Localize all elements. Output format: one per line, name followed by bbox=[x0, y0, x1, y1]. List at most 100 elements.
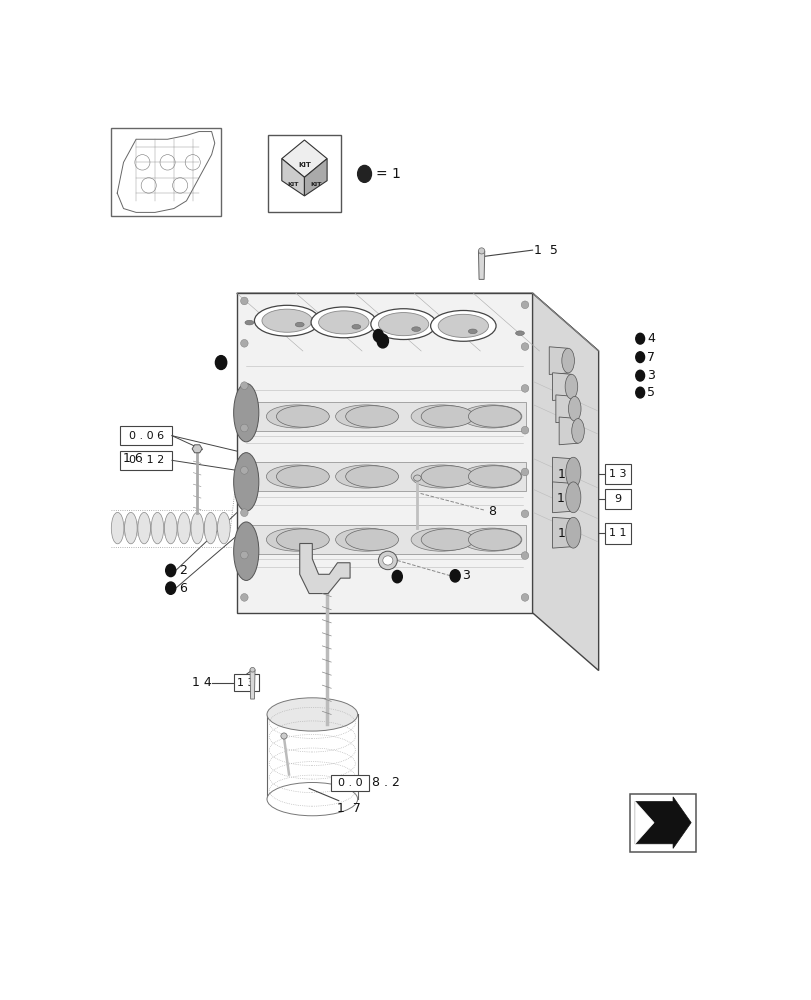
Bar bbox=[629, 794, 695, 852]
Ellipse shape bbox=[561, 348, 573, 373]
Ellipse shape bbox=[240, 466, 248, 474]
Ellipse shape bbox=[438, 314, 488, 337]
Ellipse shape bbox=[240, 424, 248, 432]
Ellipse shape bbox=[318, 311, 368, 334]
Ellipse shape bbox=[266, 405, 326, 428]
Ellipse shape bbox=[521, 385, 528, 392]
Ellipse shape bbox=[111, 512, 124, 544]
Ellipse shape bbox=[461, 405, 521, 428]
Ellipse shape bbox=[267, 783, 357, 816]
Text: 1 4: 1 4 bbox=[557, 468, 577, 481]
Ellipse shape bbox=[468, 529, 521, 550]
Circle shape bbox=[635, 352, 644, 363]
Ellipse shape bbox=[515, 331, 524, 335]
Ellipse shape bbox=[521, 594, 528, 601]
Polygon shape bbox=[299, 544, 350, 594]
Text: 1 0: 1 0 bbox=[556, 492, 577, 505]
Text: 8: 8 bbox=[487, 505, 496, 518]
Polygon shape bbox=[237, 293, 598, 351]
Ellipse shape bbox=[295, 322, 304, 327]
Polygon shape bbox=[551, 457, 573, 488]
Ellipse shape bbox=[521, 510, 528, 518]
Ellipse shape bbox=[430, 310, 496, 341]
Circle shape bbox=[357, 165, 371, 182]
Ellipse shape bbox=[378, 551, 397, 570]
Ellipse shape bbox=[461, 528, 521, 551]
Ellipse shape bbox=[521, 468, 528, 476]
Ellipse shape bbox=[124, 512, 137, 544]
Polygon shape bbox=[192, 445, 202, 453]
Ellipse shape bbox=[411, 327, 420, 331]
Bar bbox=[604, 489, 631, 509]
Ellipse shape bbox=[345, 466, 398, 487]
Ellipse shape bbox=[250, 667, 255, 672]
Ellipse shape bbox=[468, 329, 477, 334]
Circle shape bbox=[165, 582, 175, 594]
Circle shape bbox=[165, 564, 175, 577]
Circle shape bbox=[449, 570, 460, 582]
Text: 4: 4 bbox=[646, 332, 654, 345]
Ellipse shape bbox=[335, 528, 396, 551]
Text: 2: 2 bbox=[178, 564, 187, 577]
Bar bbox=[604, 523, 631, 544]
Text: 1 1: 1 1 bbox=[608, 528, 626, 538]
Text: 0 . 1 2: 0 . 1 2 bbox=[128, 455, 164, 465]
Text: 3: 3 bbox=[646, 369, 654, 382]
Ellipse shape bbox=[421, 466, 474, 487]
Text: = 1: = 1 bbox=[375, 167, 401, 181]
Bar bbox=[120, 451, 172, 470]
Bar bbox=[268, 135, 341, 212]
Ellipse shape bbox=[276, 406, 329, 427]
Ellipse shape bbox=[254, 305, 320, 336]
Ellipse shape bbox=[568, 396, 581, 421]
Bar bbox=[242, 402, 526, 431]
Ellipse shape bbox=[240, 382, 248, 389]
Text: 1 4: 1 4 bbox=[191, 676, 212, 689]
Ellipse shape bbox=[571, 419, 584, 443]
Ellipse shape bbox=[164, 512, 177, 544]
Bar bbox=[234, 674, 259, 691]
Polygon shape bbox=[559, 417, 577, 445]
Ellipse shape bbox=[234, 522, 259, 580]
Ellipse shape bbox=[345, 406, 398, 427]
Ellipse shape bbox=[345, 529, 398, 550]
Ellipse shape bbox=[335, 465, 396, 488]
Text: 1 3: 1 3 bbox=[237, 678, 255, 688]
Text: 1 2: 1 2 bbox=[557, 527, 577, 540]
Circle shape bbox=[635, 387, 644, 398]
Polygon shape bbox=[548, 347, 568, 374]
Ellipse shape bbox=[382, 556, 393, 565]
Polygon shape bbox=[478, 251, 484, 279]
Text: 8 . 2: 8 . 2 bbox=[371, 776, 400, 789]
Ellipse shape bbox=[335, 405, 396, 428]
Polygon shape bbox=[281, 159, 304, 196]
Ellipse shape bbox=[378, 313, 428, 336]
Text: KIT: KIT bbox=[287, 182, 298, 187]
Ellipse shape bbox=[178, 512, 190, 544]
Polygon shape bbox=[532, 293, 598, 671]
Polygon shape bbox=[551, 517, 573, 548]
Text: 3: 3 bbox=[461, 569, 470, 582]
Circle shape bbox=[373, 329, 383, 342]
Ellipse shape bbox=[410, 465, 471, 488]
Ellipse shape bbox=[240, 339, 248, 347]
Ellipse shape bbox=[240, 509, 248, 517]
Ellipse shape bbox=[234, 383, 259, 442]
Ellipse shape bbox=[276, 466, 329, 487]
Ellipse shape bbox=[204, 512, 217, 544]
Ellipse shape bbox=[564, 374, 577, 399]
Ellipse shape bbox=[565, 482, 580, 513]
Ellipse shape bbox=[262, 309, 312, 332]
Bar bbox=[120, 426, 172, 445]
Ellipse shape bbox=[351, 324, 360, 329]
Polygon shape bbox=[634, 797, 690, 848]
Ellipse shape bbox=[421, 406, 474, 427]
Ellipse shape bbox=[478, 248, 484, 254]
Text: 6: 6 bbox=[178, 582, 187, 595]
Ellipse shape bbox=[521, 552, 528, 559]
Circle shape bbox=[635, 333, 644, 344]
Ellipse shape bbox=[521, 343, 528, 350]
Ellipse shape bbox=[266, 528, 326, 551]
Ellipse shape bbox=[281, 733, 287, 739]
Polygon shape bbox=[304, 159, 327, 196]
